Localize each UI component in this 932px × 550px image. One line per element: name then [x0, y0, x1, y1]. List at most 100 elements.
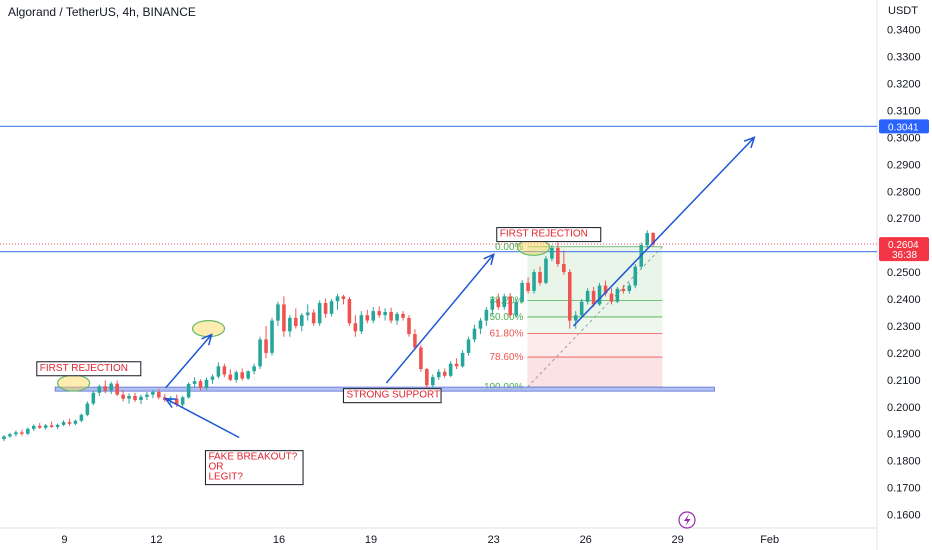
y-tick-label: 0.1900: [887, 429, 921, 441]
candle-body: [20, 432, 24, 434]
y-tick-label: 0.2100: [887, 375, 921, 387]
candle-body: [413, 334, 417, 348]
x-tick-label: 9: [61, 534, 67, 546]
candle-body: [645, 233, 649, 246]
candle-body: [425, 369, 429, 386]
candle-body: [133, 396, 137, 401]
candle-body: [335, 296, 340, 302]
x-tick-label: 23: [488, 534, 500, 546]
candle-body: [454, 363, 459, 367]
candle-body: [419, 347, 423, 370]
y-tick-label: 0.2900: [887, 159, 921, 171]
candle-body: [103, 386, 108, 391]
fake-breakout-text: LEGIT?: [208, 472, 243, 483]
candle-body: [192, 381, 197, 384]
y-tick-label: 0.1600: [887, 510, 921, 522]
candle-body: [180, 397, 185, 405]
candle-body: [472, 328, 477, 340]
y-tick-label: 0.3200: [887, 79, 921, 91]
candle-body: [442, 371, 447, 376]
candle-body: [526, 282, 530, 291]
candle-body: [609, 293, 614, 302]
candle-body: [61, 422, 66, 425]
arrow-head: [164, 397, 177, 408]
candle-body: [305, 312, 310, 316]
candle-body: [317, 303, 322, 324]
countdown-text: 36:38: [892, 250, 917, 261]
candle-body: [508, 296, 513, 316]
candle-body: [157, 391, 161, 398]
fib-level-label: 0.00%: [495, 242, 523, 253]
candle-body: [288, 317, 292, 332]
y-tick-label: 0.1700: [887, 483, 921, 495]
candle-body: [26, 428, 30, 434]
fake-breakout-text: FAKE BREAKOUT?: [208, 452, 297, 463]
candle-body: [311, 312, 316, 324]
candle-body: [448, 363, 453, 376]
candle-body: [174, 398, 179, 405]
lightning-icon[interactable]: [678, 511, 696, 529]
candle-body: [49, 425, 54, 427]
current-price-text: 0.2604: [888, 240, 919, 251]
annotation-box: [342, 388, 442, 404]
candle-body: [299, 315, 304, 326]
candle-body: [615, 288, 620, 302]
fib-level-label: 38.20%: [490, 295, 524, 306]
trend-arrows[interactable]: [164, 136, 756, 439]
candle-body: [353, 323, 358, 332]
candle-body: [91, 392, 96, 404]
y-tick-label: 0.2800: [887, 186, 921, 198]
candle-body: [198, 381, 203, 388]
y-tick-label: 0.3300: [887, 52, 921, 64]
candle-body: [109, 383, 113, 391]
highlight-circles[interactable]: [56, 238, 551, 392]
candle-body: [484, 309, 489, 321]
candle-body: [329, 301, 334, 314]
candle-body: [341, 296, 346, 300]
candle-body: [627, 285, 632, 291]
current-price-tag-bg: [879, 237, 929, 262]
candle-body: [73, 420, 78, 424]
candle-body: [31, 425, 36, 429]
candle-body: [490, 299, 495, 310]
candle-body: [466, 339, 471, 353]
y-tick-label: 0.2300: [887, 321, 921, 333]
candle-body: [591, 290, 596, 305]
first-rejection-right-text: FIRST REJECTION: [500, 229, 588, 240]
fake-breakout-text: OR: [208, 462, 223, 473]
candle-body: [282, 304, 286, 332]
annotations[interactable]: FIRST REJECTION FIRST REJECTION STRONG SUP…: [36, 227, 602, 486]
y-tick-label: 0.3000: [887, 132, 921, 144]
x-tick-label: 26: [580, 534, 592, 546]
candle-body: [514, 301, 518, 316]
price-levels[interactable]: [0, 125, 877, 253]
candle-body: [294, 317, 298, 326]
resistance-tag-bg: [879, 119, 929, 134]
chart-title: Algorand / TetherUS, 4h, BINANCE: [8, 5, 196, 19]
candle-body: [460, 352, 465, 367]
candle-body: [550, 247, 554, 259]
x-tick-label: 19: [365, 534, 377, 546]
candle-body: [115, 383, 119, 395]
candle-body: [139, 396, 143, 401]
annotation-box: [204, 450, 304, 486]
y-tick-label: 0.2700: [887, 213, 921, 225]
candle-body: [14, 432, 18, 435]
arrow-shaft: [165, 334, 213, 389]
candle-body: [371, 311, 376, 321]
arrow-head: [743, 136, 756, 149]
y-tick-label: 0.2500: [887, 267, 921, 279]
highlight-circle: [56, 374, 91, 392]
x-tick-label: Feb: [760, 534, 779, 546]
arrow-shaft: [385, 253, 495, 384]
candle-body: [377, 311, 381, 316]
candle-body: [359, 315, 364, 332]
currency-label: USDT: [888, 5, 918, 17]
candle-body: [67, 422, 72, 424]
x-tick-label: 16: [273, 534, 285, 546]
fib-zone: [527, 316, 663, 334]
candle-body: [121, 394, 125, 399]
candle-body: [204, 379, 209, 388]
